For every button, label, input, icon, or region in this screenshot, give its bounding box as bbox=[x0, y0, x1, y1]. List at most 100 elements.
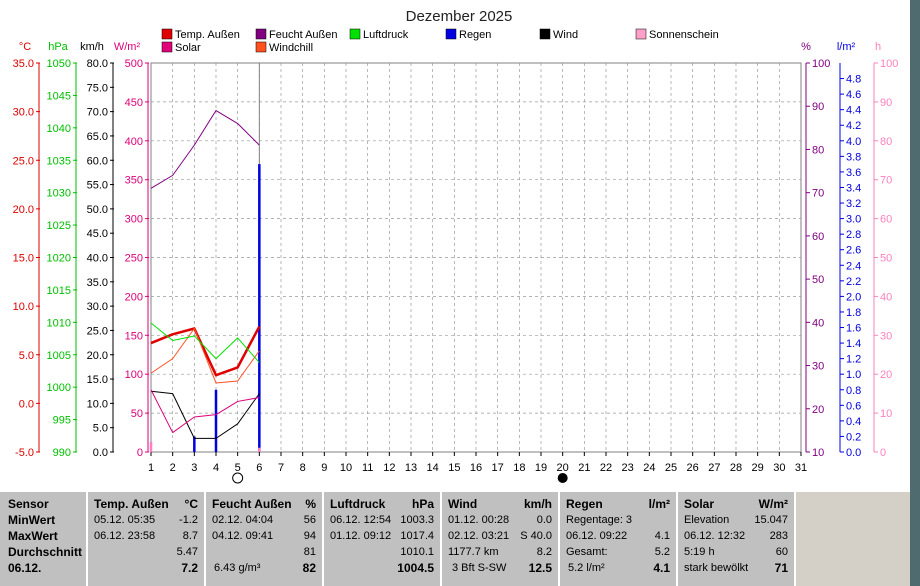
solar-tick-label: 50 bbox=[131, 408, 143, 420]
rain-current-value: 4.1 bbox=[653, 561, 670, 575]
temp-current-value: 7.2 bbox=[181, 561, 198, 575]
sun-tick-label: 70 bbox=[880, 175, 892, 187]
legend-label: Wind bbox=[553, 29, 578, 41]
sun-tick-label: 20 bbox=[880, 369, 892, 381]
wind-tick-label: 25.0 bbox=[87, 325, 108, 337]
x-tick-label: 21 bbox=[578, 462, 590, 474]
weather-chart: Dezember 2025 Temp. Außen Feucht Außen Luf… bbox=[13, 8, 898, 484]
humidity-tick-label: 20 bbox=[812, 404, 824, 416]
x-tick-label: 7 bbox=[278, 462, 284, 474]
humidity-max-value: 94 bbox=[303, 530, 316, 542]
x-tick-label: 12 bbox=[383, 462, 395, 474]
wind-tick-label: 20.0 bbox=[87, 350, 108, 362]
series-line bbox=[150, 110, 260, 189]
x-tick-label: 19 bbox=[535, 462, 547, 474]
max-label: MaxWert bbox=[8, 529, 58, 543]
temp-tick-label: 5.0 bbox=[19, 350, 34, 362]
new-moon-icon bbox=[557, 473, 568, 483]
cloud-status: stark bewölkt bbox=[684, 562, 749, 574]
temp-max-time: 06.12. 23:58 bbox=[94, 530, 156, 542]
wind-tick-label: 75.0 bbox=[87, 82, 108, 94]
x-tick-label: 8 bbox=[300, 462, 306, 474]
x-tick-label: 11 bbox=[362, 462, 373, 474]
rain-tick-label: 3.4 bbox=[846, 182, 861, 194]
pressure-tick-label: 990 bbox=[53, 447, 71, 459]
sun-tick-label: 80 bbox=[880, 136, 892, 148]
legend-label: Windchill bbox=[269, 42, 313, 54]
rain-tick-label: 1.4 bbox=[846, 338, 861, 350]
sun-tick-label: 30 bbox=[880, 330, 892, 342]
wind-tick-label: 15.0 bbox=[87, 374, 108, 386]
sun-tick-label: 10 bbox=[880, 408, 892, 420]
humidity-avg-value: 81 bbox=[303, 546, 316, 558]
pressure-tick-label: 1025 bbox=[47, 220, 71, 232]
pressure-max-time: 01.12. 09:12 bbox=[330, 530, 392, 542]
min-label: MinWert bbox=[8, 513, 56, 527]
legend-label: Temp. Außen bbox=[175, 29, 240, 41]
pressure-tick-label: 1030 bbox=[47, 188, 71, 200]
rain-tick-label: 1.2 bbox=[846, 354, 861, 366]
x-tick-label: 24 bbox=[643, 462, 655, 474]
temp-tick-label: 20.0 bbox=[13, 204, 34, 216]
wind-current-value: 12.5 bbox=[528, 561, 552, 575]
solar-tick-label: 200 bbox=[125, 291, 143, 303]
stats-panel: Sensor MinWert MaxWert Durchschnitt 06.1… bbox=[0, 492, 910, 586]
rain-total-label: Gesamt: bbox=[566, 546, 608, 558]
chart-bars bbox=[149, 164, 261, 452]
pressure-title: Luftdruck bbox=[330, 497, 386, 511]
x-tick-label: 27 bbox=[708, 462, 720, 474]
pressure-tick-label: 1035 bbox=[47, 155, 71, 167]
legend-swatch bbox=[349, 28, 361, 40]
sunshine-duration: 5:19 h bbox=[684, 546, 715, 558]
wind-tick-label: 80.0 bbox=[87, 58, 108, 70]
humidity-tick-label: 40 bbox=[812, 317, 824, 329]
solar-tick-label: 450 bbox=[125, 97, 143, 109]
background-strip bbox=[910, 0, 920, 586]
x-tick-label: 26 bbox=[687, 462, 699, 474]
rain-today: 5.2 l/m² bbox=[568, 562, 605, 574]
x-tick-label: 9 bbox=[321, 462, 327, 474]
x-tick-label: 29 bbox=[752, 462, 764, 474]
rain-tick-label: 1.8 bbox=[846, 307, 861, 319]
humidity-min-time: 02.12. 04:04 bbox=[212, 514, 274, 526]
wind-tick-label: 0.0 bbox=[93, 447, 108, 459]
x-tick-label: 6 bbox=[256, 462, 262, 474]
temp-min-value: -1.2 bbox=[179, 514, 198, 526]
temp-column: Temp. Außen °C 05.12. 05:35 -1.2 06.12. … bbox=[88, 492, 206, 586]
legend-label: Regen bbox=[459, 29, 491, 41]
pressure-tick-label: 1020 bbox=[47, 253, 71, 265]
chart-grid bbox=[150, 62, 802, 453]
legend-swatch bbox=[445, 28, 457, 40]
right-axes: 1009080706050403020104.84.64.44.24.03.83… bbox=[805, 58, 898, 459]
rain-tick-label: 2.0 bbox=[846, 291, 861, 303]
rain-tick-label: 4.2 bbox=[846, 120, 861, 132]
legend-swatch bbox=[539, 28, 551, 40]
pressure-unit: hPa bbox=[411, 497, 434, 511]
pressure-tick-label: 1050 bbox=[47, 58, 71, 70]
humidity-tick-label: 60 bbox=[812, 231, 824, 243]
wind-tick-label: 10.0 bbox=[87, 398, 108, 410]
humidity-current-value: 82 bbox=[302, 561, 316, 575]
rain-tick-label: 0.2 bbox=[846, 431, 861, 443]
pressure-tick-label: 1010 bbox=[47, 317, 71, 329]
temp-tick-label: -5.0 bbox=[15, 447, 34, 459]
series-line bbox=[150, 389, 260, 434]
solar-tick-label: 300 bbox=[125, 214, 143, 226]
solar-current-value: 71 bbox=[774, 561, 788, 575]
pressure-tick-label: 1040 bbox=[47, 123, 71, 135]
temp-tick-label: 15.0 bbox=[13, 253, 34, 265]
legend-label: Solar bbox=[175, 42, 201, 54]
humidity-tick-label: 10 bbox=[812, 447, 824, 459]
sun-tick-label: 60 bbox=[880, 214, 892, 226]
rain-tick-label: 2.2 bbox=[846, 276, 861, 288]
rain-tick-label: 4.8 bbox=[846, 74, 861, 86]
humidity-tick-label: 70 bbox=[812, 188, 824, 200]
x-tick-label: 14 bbox=[427, 462, 439, 474]
pressure-unit-label: hPa bbox=[48, 41, 68, 53]
pressure-tick-label: 995 bbox=[53, 415, 71, 427]
x-tick-label: 31 bbox=[795, 462, 807, 474]
rain-unit-label: l/m² bbox=[837, 41, 856, 53]
full-moon-icon bbox=[232, 472, 244, 484]
wind-min-time: 01.12. 00:28 bbox=[448, 514, 510, 526]
temp-tick-label: 35.0 bbox=[13, 58, 34, 70]
